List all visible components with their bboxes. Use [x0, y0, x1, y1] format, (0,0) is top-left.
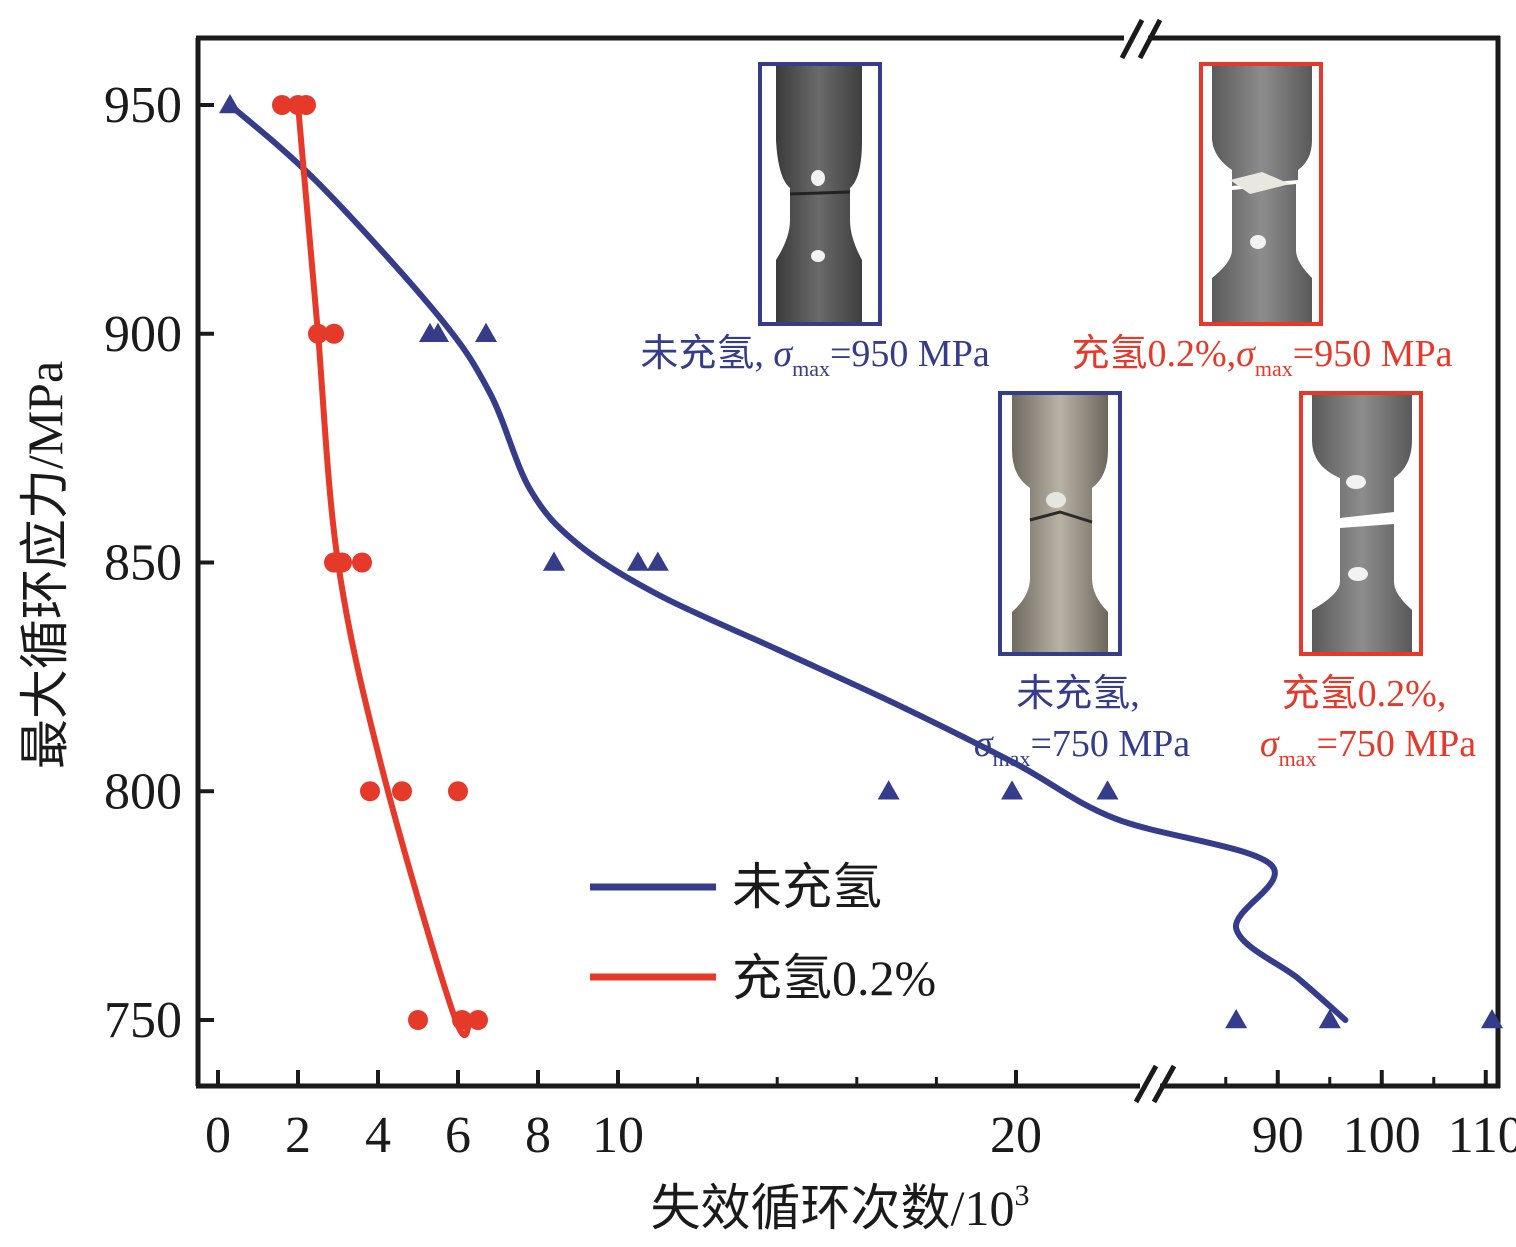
y-tick-label-950: 950	[104, 77, 182, 134]
legend: 未充氢 充氢0.2%	[590, 859, 936, 1006]
specimen-photo-blue-950	[758, 62, 882, 326]
data-point-series-0-6	[646, 551, 669, 571]
x-tick-label-2: 2	[285, 1107, 311, 1164]
specimen-photo-red-950	[1199, 62, 1323, 326]
caption-red-750-line1: 充氢0.2%,	[1282, 673, 1447, 715]
x-axis-ticks: 0 2 4 6 8 10 20 90 100 110	[205, 1070, 1516, 1164]
x-tick-label-90: 90	[1252, 1107, 1304, 1164]
data-point-series-0-5	[626, 551, 649, 571]
y-tick-label-750: 750	[104, 992, 182, 1049]
data-point-series-0-12	[1481, 1009, 1503, 1029]
legend-label-red: 充氢0.2%	[732, 950, 936, 1006]
break-mark-top-1	[1119, 18, 1145, 60]
data-point-series-1-13	[468, 1010, 488, 1030]
y-tick-label-850: 850	[104, 535, 182, 592]
specimen-photo-blue-750	[998, 391, 1122, 656]
y-tick-label-800: 800	[104, 763, 182, 820]
x-tick-label-10: 10	[592, 1107, 644, 1164]
fit-curve-series-0	[227, 102, 1349, 1023]
fit-curve-series-1	[295, 102, 473, 1038]
data-point-series-1-6	[332, 552, 352, 573]
data-point-series-0-0	[219, 94, 241, 114]
caption-red-950: 充氢0.2%,σmax=950 MPa	[1071, 333, 1452, 381]
y-axis-title: 最大循环应力/MPa	[17, 361, 73, 769]
y-axis-ticks: 750 800 850 900 950	[104, 77, 214, 1049]
legend-label-blue: 未充氢	[732, 859, 882, 915]
data-point-series-0-10	[1225, 1009, 1248, 1029]
caption-blue-750-line1: 未充氢,	[1016, 673, 1140, 715]
x-tick-label-0: 0	[205, 1107, 231, 1164]
x-tick-label-8: 8	[525, 1107, 551, 1164]
caption-blue-750-line2: σmax=750 MPa	[974, 723, 1190, 771]
data-point-series-1-4	[324, 323, 344, 344]
specimen-photo-red-750	[1299, 391, 1423, 656]
fit-curves	[227, 102, 1349, 1038]
data-point-series-1-10	[448, 781, 468, 802]
x-axis-title: 失效循环次数/103	[651, 1179, 1030, 1236]
data-point-series-1-2	[296, 95, 316, 115]
data-point-series-1-8	[360, 781, 380, 802]
x-tick-label-110: 110	[1448, 1107, 1516, 1164]
caption-blue-950: 未充氢, σmax=950 MPa	[640, 333, 990, 381]
y-tick-label-900: 900	[104, 306, 182, 363]
data-point-series-0-3	[475, 322, 497, 342]
data-point-series-1-9	[392, 781, 412, 802]
break-mark-bottom-2	[1151, 1064, 1177, 1104]
data-point-series-0-9	[1096, 780, 1119, 800]
data-point-series-0-8	[1001, 780, 1024, 800]
data-point-series-1-3	[308, 323, 328, 344]
data-point-series-1-0	[272, 95, 292, 115]
data-points	[219, 94, 1503, 1030]
data-point-series-1-12	[452, 1010, 472, 1030]
break-mark-top-2	[1137, 18, 1163, 60]
data-point-series-0-2	[427, 322, 449, 342]
data-point-series-0-4	[543, 551, 565, 571]
data-point-series-0-11	[1318, 1009, 1341, 1029]
data-point-series-1-11	[408, 1010, 428, 1030]
break-mark-bottom-1	[1133, 1064, 1159, 1104]
x-tick-label-6: 6	[445, 1107, 471, 1164]
data-point-series-0-7	[877, 780, 900, 800]
x-tick-label-4: 4	[365, 1107, 391, 1164]
axis-break-marks	[1119, 18, 1177, 1104]
caption-red-750-line2: σmax=750 MPa	[1260, 723, 1476, 771]
x-tick-label-100: 100	[1343, 1107, 1421, 1164]
data-point-series-1-7	[352, 552, 372, 573]
x-tick-label-20: 20	[990, 1107, 1042, 1164]
